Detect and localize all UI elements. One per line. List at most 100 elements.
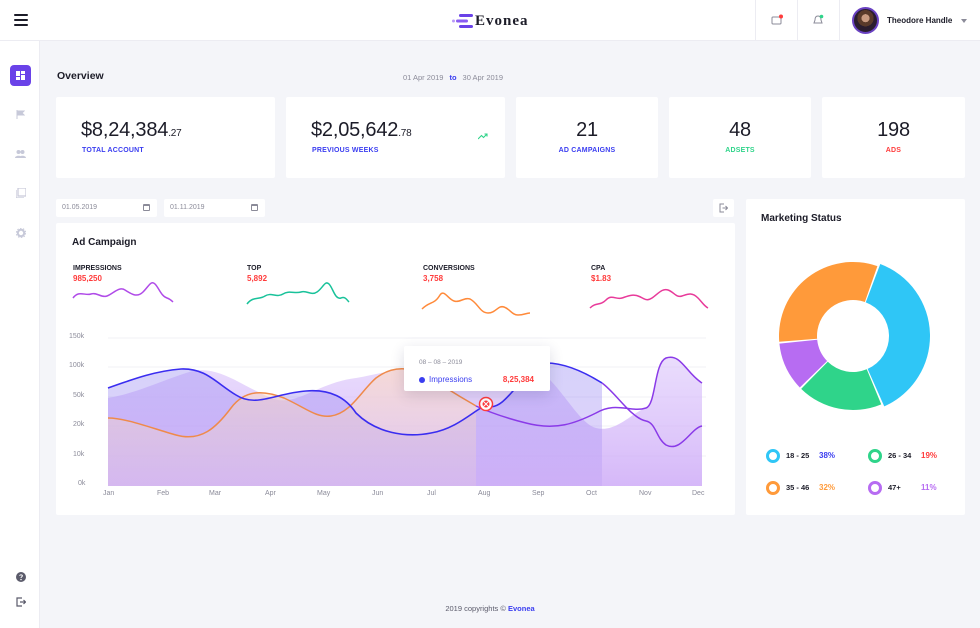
marketing-status-donut [779,262,930,410]
x-axis-label: Dec [692,490,705,497]
calendar-icon [251,204,258,211]
users-icon [15,150,26,158]
stat-label: TOTAL ACCOUNT [82,147,144,154]
top-bar: Evonea Theodore Handle [0,0,980,41]
tooltip-date: 08 – 08 – 2019 [419,359,463,366]
notification-icon[interactable] [811,13,825,27]
dashboard-icon [16,71,25,80]
x-axis-label: Feb [157,490,170,497]
divider [797,0,798,41]
divider [755,0,756,41]
y-axis-label: 150k [69,333,85,340]
stat-value: 198 [877,119,910,141]
ad-campaign-card: Ad Campaign IMPRESSIONS 985,250 TOP 5,89… [56,223,735,515]
stat-label: PREVIOUS WEEKS [312,147,379,154]
sidebar-item-users[interactable] [10,143,31,164]
stat-card-ads: 198 ADS [822,97,965,178]
section-title: Ad Campaign [72,237,137,248]
chart-tooltip: 08 – 08 – 2019 Impressions 8,25,384 [404,346,550,391]
metric-label: CPA [591,265,606,272]
stat-card-previous-weeks: $2,05,642.78 PREVIOUS WEEKS [286,97,505,178]
export-button[interactable] [713,199,734,217]
legend-marker [868,481,882,495]
date-to: 30 Apr 2019 [462,73,503,82]
metric-label: IMPRESSIONS [73,265,122,272]
help-button[interactable] [10,566,31,587]
top-sparkline [246,282,350,305]
x-axis-label: Jan [103,490,115,497]
legend-value: 32% [819,483,836,492]
x-axis-label: Jun [372,490,384,497]
legend-label: 35 - 46 [786,483,810,492]
legend-value: 38% [819,451,836,460]
legend-value: 11% [921,483,937,492]
legend-label: 26 - 34 [888,451,912,460]
user-menu[interactable]: Theodore Handle [852,7,968,34]
conversions-sparkline [421,292,531,316]
y-axis-label: 20k [73,421,85,428]
sidebar-item-settings[interactable] [10,222,31,243]
stat-card-total-account: $8,24,384.27 TOTAL ACCOUNT [56,97,275,178]
avatar [852,7,879,34]
legend-label: 47+ [888,483,901,492]
stat-label: ADS [885,147,902,154]
impressions-sparkline [72,281,174,303]
stat-value: 21 [576,119,598,141]
legend-label: 18 - 25 [786,451,810,460]
date-from: 01 Apr 2019 [403,73,444,82]
stat-value: 48 [729,119,751,141]
metric-value: 985,250 [73,274,102,283]
user-name: Theodore Handle [887,16,953,25]
legend-value: 19% [921,451,938,460]
export-icon [719,203,728,213]
y-axis-label: 10k [73,451,85,458]
x-axis-label: Nov [639,490,652,497]
donut-segment [865,263,930,407]
stat-card-ad-campaigns: 21 AD CAMPAIGNS [516,97,658,178]
reports-icon [15,187,26,198]
x-axis-label: May [317,490,331,497]
y-axis-label: 50k [73,392,85,399]
donut-segment [801,361,882,410]
brand-logo[interactable]: Evonea [452,10,529,32]
logout-button[interactable] [10,591,31,612]
tooltip-series-dot [419,377,425,383]
date-range[interactable]: 01 Apr 2019 to 30 Apr 2019 [403,73,503,82]
x-axis-label: Apr [265,490,276,497]
footer: 2019 copyrights © Evonea [0,590,980,628]
metric-value: $1.83 [591,274,612,283]
x-axis-label: Mar [209,490,222,497]
help-icon [15,571,26,582]
sidebar [0,41,40,628]
donut-segment [779,339,828,388]
footer-brand-link[interactable]: Evonea [507,604,535,613]
sidebar-item-dashboard[interactable] [10,65,31,86]
marketing-status-card: Marketing Status 18 - 25 38% 26 - 34 19%… [746,199,965,515]
start-date-input[interactable]: 01.05.2019 [56,199,157,217]
legend-marker [766,481,780,495]
y-axis-label: 0k [78,480,86,487]
divider [839,0,840,41]
settings-icon [15,227,26,238]
logo-mark-icon [452,14,473,28]
y-axis-label: 100k [69,362,85,369]
sidebar-item-reports[interactable] [10,182,31,203]
message-icon[interactable] [770,13,784,27]
date-separator: to [449,73,457,82]
x-axis-label: Oct [586,490,597,497]
stat-label: ADSETS [725,147,755,154]
cpa-sparkline [589,288,709,309]
sidebar-item-flag[interactable] [10,104,31,125]
metric-value: 5,892 [247,274,268,283]
x-axis-label: Sep [532,490,545,497]
brand-name: Evonea [475,12,529,29]
tooltip-value: 8,25,384 [502,375,534,384]
metric-label: CONVERSIONS [423,265,475,272]
start-date-value: 01.05.2019 [62,204,98,211]
legend-marker [868,449,882,463]
metric-value: 3,758 [423,274,444,283]
menu-icon[interactable] [14,14,28,26]
metric-label: TOP [247,265,262,272]
calendar-icon [143,204,150,211]
end-date-input[interactable]: 01.11.2019 [164,199,265,217]
